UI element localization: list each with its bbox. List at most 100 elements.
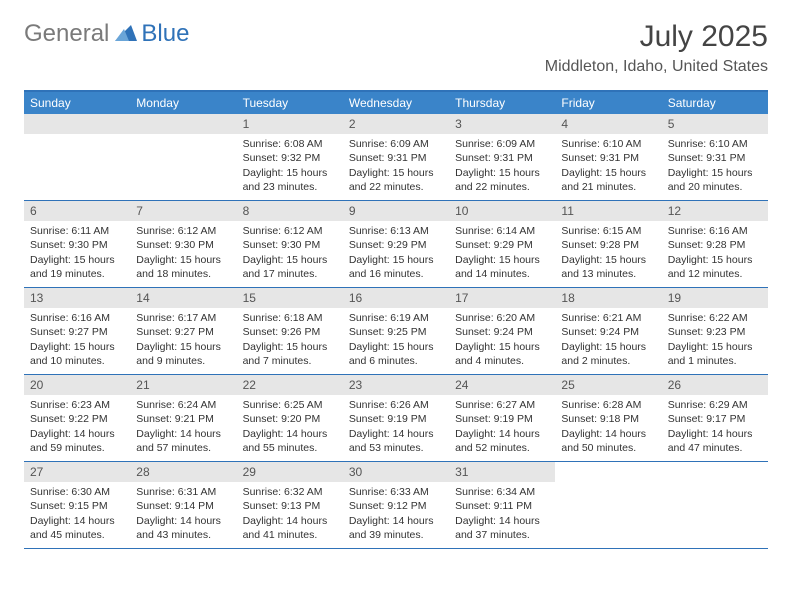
title-block: July 2025 Middleton, Idaho, United State… [545, 20, 768, 76]
sunset-line: Sunset: 9:29 PM [455, 238, 549, 252]
logo-triangle-icon [115, 23, 137, 46]
day-body: Sunrise: 6:19 AMSunset: 9:25 PMDaylight:… [343, 308, 449, 374]
sunrise-line: Sunrise: 6:16 AM [30, 311, 124, 325]
logo: General Blue [24, 20, 189, 48]
empty-cell [24, 114, 130, 200]
sunrise-line: Sunrise: 6:25 AM [243, 398, 337, 412]
sunset-line: Sunset: 9:31 PM [455, 151, 549, 165]
header: General Blue July 2025 Middleton, Idaho,… [24, 20, 768, 76]
day-body: Sunrise: 6:18 AMSunset: 9:26 PMDaylight:… [237, 308, 343, 374]
dow-tuesday: Tuesday [237, 92, 343, 114]
day-cell: 31Sunrise: 6:34 AMSunset: 9:11 PMDayligh… [449, 462, 555, 548]
sunrise-line: Sunrise: 6:27 AM [455, 398, 549, 412]
daylight-line: Daylight: 15 hours and 20 minutes. [668, 166, 762, 194]
day-number: 6 [24, 201, 130, 221]
day-cell: 9Sunrise: 6:13 AMSunset: 9:29 PMDaylight… [343, 201, 449, 287]
day-number: 13 [24, 288, 130, 308]
day-cell: 27Sunrise: 6:30 AMSunset: 9:15 PMDayligh… [24, 462, 130, 548]
day-number: 15 [237, 288, 343, 308]
daylight-line: Daylight: 14 hours and 59 minutes. [30, 427, 124, 455]
day-body: Sunrise: 6:10 AMSunset: 9:31 PMDaylight:… [662, 134, 768, 200]
day-number: 20 [24, 375, 130, 395]
sunset-line: Sunset: 9:29 PM [349, 238, 443, 252]
sunrise-line: Sunrise: 6:31 AM [136, 485, 230, 499]
day-body: Sunrise: 6:20 AMSunset: 9:24 PMDaylight:… [449, 308, 555, 374]
day-number: 4 [555, 114, 661, 134]
sunset-line: Sunset: 9:23 PM [668, 325, 762, 339]
sunrise-line: Sunrise: 6:17 AM [136, 311, 230, 325]
day-cell: 20Sunrise: 6:23 AMSunset: 9:22 PMDayligh… [24, 375, 130, 461]
daylight-line: Daylight: 15 hours and 4 minutes. [455, 340, 549, 368]
sunset-line: Sunset: 9:12 PM [349, 499, 443, 513]
daylight-line: Daylight: 15 hours and 9 minutes. [136, 340, 230, 368]
sunset-line: Sunset: 9:18 PM [561, 412, 655, 426]
daylight-line: Daylight: 14 hours and 52 minutes. [455, 427, 549, 455]
week-row: 6Sunrise: 6:11 AMSunset: 9:30 PMDaylight… [24, 201, 768, 288]
daylight-line: Daylight: 15 hours and 21 minutes. [561, 166, 655, 194]
empty-daynum [24, 114, 130, 134]
day-body: Sunrise: 6:27 AMSunset: 9:19 PMDaylight:… [449, 395, 555, 461]
day-body: Sunrise: 6:14 AMSunset: 9:29 PMDaylight:… [449, 221, 555, 287]
sunrise-line: Sunrise: 6:12 AM [243, 224, 337, 238]
day-cell: 7Sunrise: 6:12 AMSunset: 9:30 PMDaylight… [130, 201, 236, 287]
sunset-line: Sunset: 9:27 PM [30, 325, 124, 339]
day-number: 19 [662, 288, 768, 308]
day-cell: 26Sunrise: 6:29 AMSunset: 9:17 PMDayligh… [662, 375, 768, 461]
week-row: 27Sunrise: 6:30 AMSunset: 9:15 PMDayligh… [24, 462, 768, 549]
dow-saturday: Saturday [662, 92, 768, 114]
sunset-line: Sunset: 9:11 PM [455, 499, 549, 513]
day-body: Sunrise: 6:15 AMSunset: 9:28 PMDaylight:… [555, 221, 661, 287]
day-number: 12 [662, 201, 768, 221]
day-cell: 3 Sunrise: 6:09 AMSunset: 9:31 PMDaylight… [449, 114, 555, 200]
sunset-line: Sunset: 9:22 PM [30, 412, 124, 426]
dow-sunday: Sunday [24, 92, 130, 114]
day-cell: 19Sunrise: 6:22 AMSunset: 9:23 PMDayligh… [662, 288, 768, 374]
day-number: 30 [343, 462, 449, 482]
daylight-line: Daylight: 15 hours and 12 minutes. [668, 253, 762, 281]
day-body: Sunrise: 6:33 AMSunset: 9:12 PMDaylight:… [343, 482, 449, 548]
day-number: 24 [449, 375, 555, 395]
day-cell: 15Sunrise: 6:18 AMSunset: 9:26 PMDayligh… [237, 288, 343, 374]
day-body: Sunrise: 6:16 AMSunset: 9:27 PMDaylight:… [24, 308, 130, 374]
daylight-line: Daylight: 14 hours and 50 minutes. [561, 427, 655, 455]
daylight-line: Daylight: 15 hours and 2 minutes. [561, 340, 655, 368]
sunrise-line: Sunrise: 6:33 AM [349, 485, 443, 499]
day-cell: 8Sunrise: 6:12 AMSunset: 9:30 PMDaylight… [237, 201, 343, 287]
daylight-line: Daylight: 15 hours and 22 minutes. [349, 166, 443, 194]
day-number: 5 [662, 114, 768, 134]
sunset-line: Sunset: 9:30 PM [243, 238, 337, 252]
page-title: July 2025 [545, 20, 768, 54]
daylight-line: Daylight: 15 hours and 13 minutes. [561, 253, 655, 281]
daylight-line: Daylight: 15 hours and 10 minutes. [30, 340, 124, 368]
sunset-line: Sunset: 9:19 PM [455, 412, 549, 426]
daylight-line: Daylight: 15 hours and 7 minutes. [243, 340, 337, 368]
day-body: Sunrise: 6:29 AMSunset: 9:17 PMDaylight:… [662, 395, 768, 461]
day-of-week-row: SundayMondayTuesdayWednesdayThursdayFrid… [24, 92, 768, 114]
sunrise-line: Sunrise: 6:09 AM [455, 137, 549, 151]
daylight-line: Daylight: 14 hours and 53 minutes. [349, 427, 443, 455]
day-body: Sunrise: 6:25 AMSunset: 9:20 PMDaylight:… [237, 395, 343, 461]
daylight-line: Daylight: 15 hours and 22 minutes. [455, 166, 549, 194]
day-number: 3 [449, 114, 555, 134]
daylight-line: Daylight: 14 hours and 39 minutes. [349, 514, 443, 542]
sunset-line: Sunset: 9:26 PM [243, 325, 337, 339]
day-number: 16 [343, 288, 449, 308]
day-cell: 28Sunrise: 6:31 AMSunset: 9:14 PMDayligh… [130, 462, 236, 548]
sunset-line: Sunset: 9:24 PM [455, 325, 549, 339]
sunrise-line: Sunrise: 6:15 AM [561, 224, 655, 238]
sunrise-line: Sunrise: 6:34 AM [455, 485, 549, 499]
day-cell: 13Sunrise: 6:16 AMSunset: 9:27 PMDayligh… [24, 288, 130, 374]
sunrise-line: Sunrise: 6:10 AM [668, 137, 762, 151]
sunset-line: Sunset: 9:25 PM [349, 325, 443, 339]
day-number: 7 [130, 201, 236, 221]
day-number: 2 [343, 114, 449, 134]
day-cell: 21Sunrise: 6:24 AMSunset: 9:21 PMDayligh… [130, 375, 236, 461]
day-number: 31 [449, 462, 555, 482]
day-number: 9 [343, 201, 449, 221]
day-cell: 6Sunrise: 6:11 AMSunset: 9:30 PMDaylight… [24, 201, 130, 287]
day-number: 18 [555, 288, 661, 308]
daylight-line: Daylight: 15 hours and 1 minutes. [668, 340, 762, 368]
location: Middleton, Idaho, United States [545, 58, 768, 76]
day-number: 22 [237, 375, 343, 395]
sunset-line: Sunset: 9:15 PM [30, 499, 124, 513]
